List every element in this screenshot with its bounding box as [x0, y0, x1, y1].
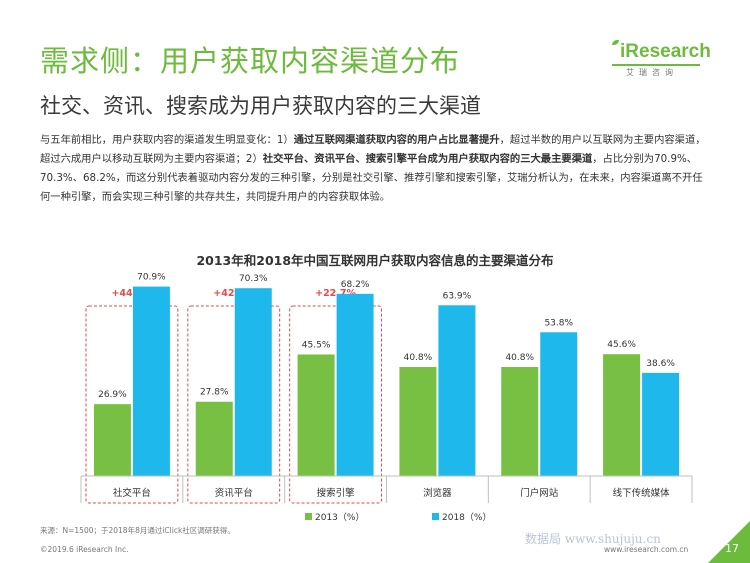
page-number: 17: [725, 542, 739, 555]
bar-chart: +44.0% +42.5% +22.7% 26.9% 70.9% 社交平台 27.8% 70.…: [80, 273, 693, 523]
logo-subtext: 艾瑞咨询: [626, 68, 678, 77]
leaf-icon: [612, 40, 619, 45]
bar-2018: [540, 332, 578, 476]
bar-2013: [603, 354, 641, 476]
logo-underline: [612, 64, 700, 66]
value-label: 70.3%: [239, 274, 268, 284]
bar-2013: [297, 354, 335, 476]
highlight-box: [187, 305, 281, 504]
value-label: 63.9%: [443, 291, 472, 301]
logo-text: iResearch: [620, 41, 711, 62]
page-subtitle: 社交、资讯、搜索成为用户获取内容的三大渠道: [40, 94, 481, 118]
bar-2013: [195, 401, 233, 476]
growth-label: +44.0%: [111, 288, 152, 299]
copyright: ©2019.6 iResearch Inc.: [40, 545, 129, 554]
legend-label: 2013（%）: [315, 512, 364, 523]
highlight-box: [85, 305, 179, 504]
logo-wordmark: iResearch: [612, 40, 712, 63]
source-note: 来源：N=1500；于2018年8月通过iClick社区调研获得。: [40, 526, 235, 535]
intro-text-2: ，超过半数的用户以互联网为主要内容渠道，超过六成用户以移动互联网为主要内容渠道；…: [40, 134, 706, 165]
category-label: 搜索引擎: [317, 487, 356, 499]
category-label: 资讯平台: [215, 487, 253, 499]
bar-2018: [336, 293, 374, 476]
category-label: 门户网站: [520, 487, 559, 499]
intro-paragraph: 与五年前相比，用户获取内容的渠道发生明显变化：1）通过互联网渠道获取内容的用户占…: [40, 131, 708, 207]
value-label: 27.8%: [200, 388, 229, 398]
bar-2018: [132, 286, 170, 476]
website-link[interactable]: www.iresearch.com.cn: [604, 545, 689, 554]
intro-bold-2: 社交平台、资讯平台、搜索引擎平台成为用户获取内容的三大最主要渠道: [262, 153, 593, 165]
category-label: 线下传统媒体: [613, 487, 671, 499]
iresearch-logo: iResearch 艾瑞咨询: [612, 40, 712, 78]
category-label: 社交平台: [113, 487, 151, 499]
intro-bold-1: 通过互联网渠道获取内容的用户占比显著提升: [293, 134, 500, 146]
bar-2013: [93, 404, 131, 476]
legend-swatch: [305, 513, 312, 520]
page-title: 需求侧：用户获取内容渠道分布: [40, 44, 461, 78]
value-label: 53.8%: [544, 318, 573, 328]
bar-2013: [399, 367, 437, 476]
legend-swatch: [432, 513, 439, 520]
bar-2013: [501, 367, 539, 476]
bar-2018: [438, 305, 476, 476]
value-label: 45.6%: [607, 340, 636, 350]
highlight-box: [289, 305, 382, 504]
chart-title: 2013年和2018年中国互联网用户获取内容信息的主要渠道分布: [196, 253, 554, 268]
growth-label: +22.7%: [315, 288, 356, 299]
value-label: 40.8%: [404, 353, 433, 363]
legend-label: 2018（%）: [442, 512, 491, 523]
value-label: 68.2%: [341, 280, 370, 290]
value-label: 45.5%: [302, 340, 331, 350]
value-label: 26.9%: [98, 390, 127, 400]
category-label: 浏览器: [423, 487, 452, 499]
value-label: 70.9%: [137, 273, 166, 283]
bar-2018: [234, 288, 272, 476]
intro-text-1: 与五年前相比，用户获取内容的渠道发生明显变化：1）: [40, 134, 294, 146]
bar-2018: [642, 372, 680, 476]
corner-decoration: [708, 521, 750, 563]
watermark: 数据局 www.shujuju.cn: [525, 532, 661, 546]
value-label: 38.6%: [646, 359, 675, 369]
intro-text-3: ，占比分别为70.9%、70.3%、68.2%，而这分别代表着驱动内容分发的三种…: [40, 153, 703, 203]
growth-label: +42.5%: [213, 288, 254, 299]
value-label: 40.8%: [505, 353, 534, 363]
